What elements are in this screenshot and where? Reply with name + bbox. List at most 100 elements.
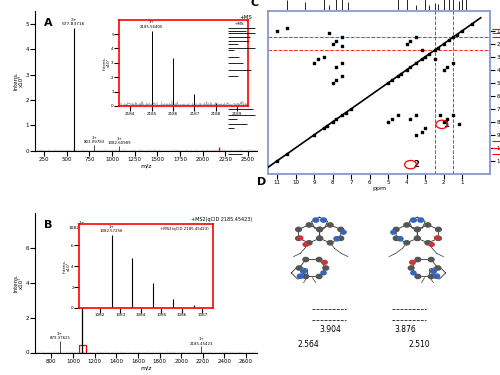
X-axis label: ppm: ppm [372, 186, 386, 191]
Point [338, 112, 346, 118]
Point [444, 64, 452, 70]
Point [348, 106, 356, 112]
Text: +MS: +MS [240, 15, 252, 20]
Circle shape [397, 237, 403, 241]
Text: 2: 2 [414, 160, 420, 169]
Point [449, 60, 457, 66]
Circle shape [414, 236, 420, 240]
Point [430, 47, 438, 53]
Text: 1+
2185.45423: 1+ 2185.45423 [190, 337, 213, 345]
Text: C: C [250, 0, 258, 8]
Circle shape [334, 237, 340, 241]
Point [403, 67, 411, 73]
Point [310, 60, 318, 66]
Circle shape [303, 274, 308, 279]
Circle shape [430, 269, 436, 273]
Point [418, 47, 426, 53]
Circle shape [391, 230, 396, 234]
Point [412, 112, 420, 118]
Point [314, 56, 322, 62]
Text: 1+
879.37621: 1+ 879.37621 [50, 332, 70, 340]
Circle shape [414, 227, 420, 231]
Point [430, 56, 438, 62]
Circle shape [300, 269, 306, 273]
Point [440, 119, 448, 125]
Point [342, 110, 349, 116]
Point [332, 77, 340, 83]
Circle shape [323, 266, 328, 270]
Text: 3.876: 3.876 [395, 325, 416, 334]
Point [325, 30, 333, 36]
Point [446, 37, 454, 43]
Text: 1+
803.09783: 1+ 803.09783 [84, 136, 105, 144]
Point [384, 119, 392, 125]
Circle shape [428, 258, 434, 262]
Point [452, 32, 460, 38]
Circle shape [306, 223, 312, 227]
Circle shape [338, 227, 344, 231]
Point [320, 125, 328, 131]
Text: 1: 1 [444, 120, 450, 129]
Circle shape [298, 274, 303, 278]
Circle shape [404, 223, 409, 227]
Point [436, 112, 444, 118]
Point [274, 158, 281, 164]
Circle shape [394, 227, 399, 231]
Point [332, 38, 340, 44]
Y-axis label: Intens.
x10⁵: Intens. x10⁵ [13, 72, 24, 90]
Circle shape [418, 218, 424, 222]
Text: 2.510: 2.510 [408, 340, 430, 349]
Point [454, 122, 462, 128]
Point [458, 28, 466, 34]
Point [425, 51, 433, 57]
Point [329, 80, 337, 86]
Circle shape [317, 227, 322, 231]
Text: A: A [44, 18, 52, 28]
Circle shape [429, 243, 434, 246]
Circle shape [322, 260, 327, 264]
Point [449, 34, 457, 40]
Point [329, 41, 337, 47]
Point [440, 41, 448, 47]
Point [406, 116, 414, 122]
Circle shape [415, 274, 421, 279]
Point [282, 25, 290, 31]
Circle shape [316, 227, 322, 231]
Circle shape [317, 236, 322, 240]
Point [403, 41, 411, 47]
Circle shape [328, 223, 333, 227]
Text: 2.564: 2.564 [297, 340, 319, 349]
X-axis label: m/z: m/z [140, 365, 151, 370]
Point [412, 132, 420, 138]
Circle shape [341, 230, 346, 234]
Point [422, 54, 430, 60]
Point [329, 119, 337, 125]
Point [422, 125, 430, 131]
Circle shape [316, 258, 322, 262]
Circle shape [303, 258, 308, 262]
Circle shape [414, 227, 420, 231]
Circle shape [425, 241, 430, 245]
Point [332, 116, 340, 122]
Bar [79, 345, 86, 352]
Point [338, 73, 346, 79]
Point [394, 73, 402, 79]
Point [388, 116, 396, 122]
Point [282, 151, 290, 157]
Circle shape [435, 266, 440, 270]
X-axis label: m/z: m/z [140, 163, 151, 168]
Circle shape [296, 236, 302, 240]
Point [444, 116, 452, 122]
Point [406, 64, 414, 70]
Circle shape [434, 236, 440, 240]
Point [332, 64, 340, 70]
Point [338, 60, 346, 66]
Point [388, 77, 396, 83]
Circle shape [410, 218, 416, 222]
Text: B: B [44, 220, 52, 230]
Text: 1+
1082.60989: 1+ 1082.60989 [108, 137, 132, 146]
Circle shape [434, 274, 440, 278]
Point [418, 56, 426, 62]
Circle shape [296, 266, 302, 270]
Circle shape [306, 241, 312, 245]
